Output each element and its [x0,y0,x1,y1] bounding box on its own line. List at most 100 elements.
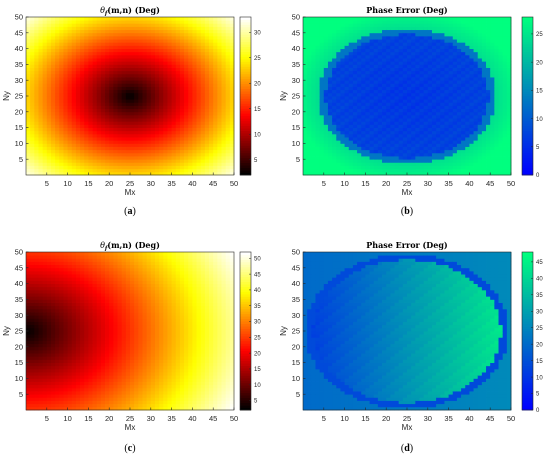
heatmap-cell [399,30,404,34]
heatmap-cell [457,159,462,163]
heatmap-cell [201,83,206,87]
heatmap-cell [361,80,366,84]
heatmap-cell [469,71,474,75]
heatmap-cell [353,93,358,97]
heatmap-cell [307,166,312,170]
heatmap-cell [113,71,118,75]
heatmap-cell [51,74,56,78]
heatmap-cell [163,150,168,154]
heatmap-cell [378,68,383,72]
heatmap-cell [411,153,416,157]
heatmap-cell [478,128,483,132]
heatmap-cell [72,102,77,106]
heatmap-cell [386,83,391,87]
heatmap-cell [34,134,39,138]
heatmap-cell [222,93,227,97]
heatmap-cell [370,77,375,81]
heatmap-cell [386,121,391,125]
heatmap-cell [444,153,449,157]
heatmap-cell [320,30,325,34]
heatmap-cell [386,49,391,53]
heatmap-cell [474,77,479,81]
heatmap-cell [213,93,218,97]
heatmap-cell [163,147,168,151]
heatmap-cell [415,162,420,166]
heatmap-cell [126,147,131,151]
heatmap-cell [395,102,400,106]
heatmap-cell [457,83,462,87]
heatmap-cell [353,64,358,68]
heatmap-cell [63,61,68,65]
heatmap-cell [34,23,39,27]
heatmap-cell [217,118,222,122]
heatmap-cell [118,58,123,62]
heatmap-cell [226,134,231,138]
heatmap-cell [217,96,222,100]
heatmap-cell [109,20,114,24]
heatmap-cell [151,124,156,128]
heatmap-cell [84,121,89,125]
heatmap-cell [226,162,231,166]
heatmap-cell [315,61,320,65]
heatmap-cell [378,96,383,100]
heatmap-cell [205,90,210,94]
heatmap-cell [217,45,222,49]
heatmap-cell [499,134,504,138]
heatmap-cell [390,121,395,125]
heatmap-cell [453,74,458,78]
heatmap-cell [163,169,168,173]
heatmap-cell [118,26,123,30]
heatmap-cell [432,115,437,119]
heatmap-cell [51,102,56,106]
heatmap-cell [217,137,222,141]
heatmap-cell [444,68,449,72]
heatmap-cell [436,128,441,132]
heatmap-cell [457,17,462,21]
heatmap-cell [142,30,147,34]
heatmap-cell [142,166,147,170]
heatmap-cell [209,162,214,166]
heatmap-cell [490,36,495,40]
heatmap-cell [324,49,329,53]
heatmap-cell [105,74,110,78]
heatmap-cell [155,159,160,163]
heatmap-cell [59,77,64,81]
heatmap-cell [172,64,177,68]
heatmap-cell [159,166,164,170]
heatmap-cell [361,74,366,78]
heatmap-cell [134,87,139,91]
heatmap-cell [101,131,106,135]
heatmap-cell [432,128,437,132]
heatmap-cell [209,102,214,106]
heatmap-cell [370,36,375,40]
heatmap-cell [361,109,366,113]
heatmap-cell [374,55,379,59]
colorbar-segment [240,66,251,69]
heatmap-cell [432,26,437,30]
heatmap-cell [461,39,466,43]
heatmap-cell [490,169,495,173]
heatmap-cell [76,143,81,147]
heatmap-cell [386,71,391,75]
heatmap-cell [130,115,135,119]
heatmap-cell [419,147,424,151]
heatmap-cell [382,77,387,81]
heatmap-cell [336,159,341,163]
heatmap-cell [201,137,206,141]
heatmap-cell [113,45,118,49]
heatmap-cell [345,87,350,91]
heatmap-cell [440,49,445,53]
heatmap-cell [138,156,143,160]
heatmap-cell [134,36,139,40]
heatmap-cell [213,99,218,103]
heatmap-cell [138,162,143,166]
heatmap-cell [332,140,337,144]
heatmap-cell [176,49,181,53]
heatmap-cell [365,80,370,84]
heatmap-cell [80,83,85,87]
heatmap-cell [303,68,308,72]
heatmap-cell [159,153,164,157]
heatmap-cell [494,58,499,62]
heatmap-cell [353,124,358,128]
heatmap-cell [440,131,445,135]
